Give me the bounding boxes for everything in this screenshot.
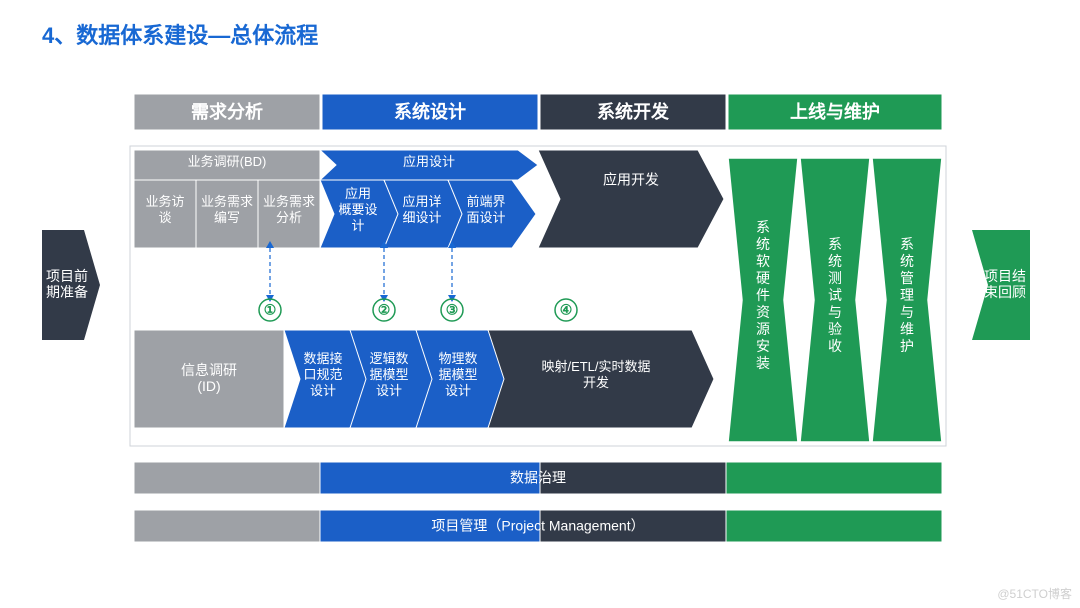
svg-text:数据治理: 数据治理 bbox=[510, 470, 566, 486]
diagram-canvas: 需求分析系统设计系统开发上线与维护项目前期准备项目结束回顾业务调研(BD)业务访… bbox=[0, 0, 1080, 608]
svg-text:④: ④ bbox=[560, 302, 573, 318]
svg-text:③: ③ bbox=[446, 302, 459, 318]
svg-text:系统设计: 系统设计 bbox=[394, 101, 466, 122]
svg-text:应用设计: 应用设计 bbox=[403, 154, 455, 169]
svg-text:系统测试与验收: 系统测试与验收 bbox=[828, 236, 842, 354]
svg-text:②: ② bbox=[378, 302, 391, 318]
svg-text:项目结束回顾: 项目结束回顾 bbox=[984, 268, 1026, 300]
svg-text:系统开发: 系统开发 bbox=[597, 101, 670, 122]
svg-text:应用详细设计: 应用详细设计 bbox=[402, 194, 441, 225]
svg-text:系统软硬件资源安装: 系统软硬件资源安装 bbox=[756, 219, 770, 371]
svg-text:应用开发: 应用开发 bbox=[603, 172, 659, 188]
svg-text:业务调研(BD): 业务调研(BD) bbox=[188, 154, 267, 169]
svg-text:需求分析: 需求分析 bbox=[191, 101, 263, 122]
svg-text:①: ① bbox=[264, 302, 277, 318]
svg-text:项目管理（Project Management）: 项目管理（Project Management） bbox=[431, 518, 644, 534]
svg-text:前端界面设计: 前端界面设计 bbox=[466, 194, 505, 225]
svg-text:系统管理与维护: 系统管理与维护 bbox=[900, 236, 914, 354]
svg-text:上线与维护: 上线与维护 bbox=[790, 101, 880, 122]
svg-text:项目前期准备: 项目前期准备 bbox=[46, 268, 88, 300]
